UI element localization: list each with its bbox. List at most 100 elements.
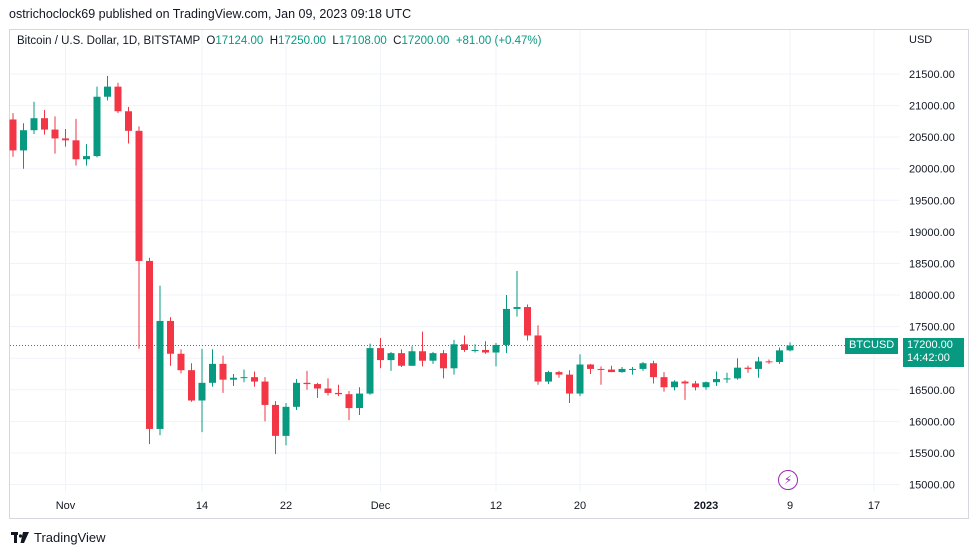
candle-body [713, 379, 720, 383]
candle-body [513, 307, 521, 309]
x-tick-label: 17 [868, 500, 880, 512]
candle-body [114, 86, 122, 112]
candle-body [461, 344, 468, 350]
x-tick-label: Dec [371, 500, 391, 512]
candle-body [167, 320, 174, 354]
footer-brand-text: TradingView [34, 530, 106, 545]
y-tick-label: 21500.00 [909, 69, 955, 81]
candle-body [62, 138, 69, 141]
chart-frame [9, 29, 969, 519]
candle-body [387, 353, 395, 361]
candle-body [209, 363, 216, 383]
candle-body [261, 381, 269, 405]
candle-body [104, 86, 111, 97]
candle-body [20, 130, 27, 151]
legend-symbol: Bitcoin / U.S. Dollar, 1D, BITSTAMP [17, 35, 200, 47]
y-tick-label: 15500.00 [909, 448, 955, 460]
time-axis-ticks: Nov 14 22 Dec 12 20 2023 9 17 [56, 500, 880, 512]
x-tick-label: 2023 [694, 500, 718, 512]
legend-open-key: O [206, 35, 216, 47]
candle-body [188, 370, 195, 401]
x-tick-label: Nov [56, 500, 76, 512]
candle-body [450, 344, 458, 369]
candle-body [639, 363, 647, 369]
candle-body [786, 345, 794, 351]
publisher-header: ostrichoclock69 published on TradingView… [9, 7, 412, 21]
candle-body [681, 381, 689, 384]
chart-legend: Bitcoin / U.S. Dollar, 1D, BITSTAMP O 171… [17, 35, 541, 47]
candle-body [734, 367, 741, 379]
candle-body [608, 369, 615, 373]
candle-body [660, 377, 668, 388]
y-tick-label: 16500.00 [909, 385, 955, 397]
candle-body [492, 344, 500, 353]
symbol-tag: BTCUSD [845, 338, 898, 354]
candle-body [566, 374, 573, 394]
candle-body [219, 363, 227, 380]
candle-body [30, 118, 38, 131]
candle-body [314, 384, 321, 389]
candle-body [408, 351, 416, 366]
candle-body [9, 119, 17, 151]
candle-body [324, 388, 332, 393]
candle-body [272, 404, 279, 436]
y-tick-label: 20000.00 [909, 164, 955, 176]
candle-body [282, 406, 290, 436]
x-tick-label: 14 [196, 500, 208, 512]
candle-body [177, 353, 185, 371]
candle-body [650, 363, 657, 378]
candle-body [419, 351, 426, 361]
lightning-icon[interactable]: ⚡ [778, 470, 798, 490]
candle-body [765, 361, 773, 363]
candle-body [482, 349, 489, 353]
x-tick-label: 22 [280, 500, 292, 512]
candle-body [618, 368, 626, 373]
candles-layer [9, 75, 794, 455]
candle-body [429, 353, 437, 361]
y-tick-label: 19500.00 [909, 195, 955, 207]
candle-body [251, 377, 258, 382]
candle-body [587, 364, 594, 369]
legend-low-key: L [332, 35, 339, 47]
x-tick-label: 12 [490, 500, 502, 512]
candle-body [524, 307, 531, 336]
x-tick-label: 9 [787, 500, 793, 512]
chart-grid [10, 30, 900, 492]
candle-body [146, 260, 153, 429]
candle-body [555, 372, 563, 375]
candle-body [293, 382, 300, 407]
legend-high-key: H [269, 35, 279, 47]
footer-brand[interactable]: TradingView [11, 530, 106, 545]
candle-body [398, 353, 405, 366]
y-tick-label: 18000.00 [909, 290, 955, 302]
y-tick-label: 19000.00 [909, 227, 955, 239]
candle-body [51, 129, 59, 139]
candle-body [156, 320, 164, 429]
y-tick-label: 20500.00 [909, 132, 955, 144]
candle-body [597, 368, 605, 370]
candle-body [545, 372, 552, 382]
currency-label: USD [909, 34, 933, 46]
candle-body [692, 383, 699, 388]
candle-body [671, 381, 678, 388]
y-tick-label: 21000.00 [909, 101, 955, 113]
candle-body [744, 367, 752, 369]
candle-body [83, 156, 90, 160]
y-tick-label: 15000.00 [909, 480, 955, 492]
legend-change: +81.00 (+0.47%) [455, 35, 542, 47]
candle-body [230, 377, 237, 380]
candle-body [335, 392, 342, 395]
candle-body [135, 130, 143, 261]
candle-body [702, 382, 710, 388]
x-tick-label: 20 [574, 500, 586, 512]
candle-body [93, 96, 101, 157]
candle-body [723, 378, 731, 380]
legend-low: 17108.00 [338, 35, 387, 47]
candle-body [503, 308, 510, 345]
candle-body [303, 382, 311, 385]
candle-body [471, 349, 479, 351]
candle-body [345, 394, 353, 409]
y-tick-label: 18500.00 [909, 258, 955, 270]
candle-body [198, 382, 206, 401]
